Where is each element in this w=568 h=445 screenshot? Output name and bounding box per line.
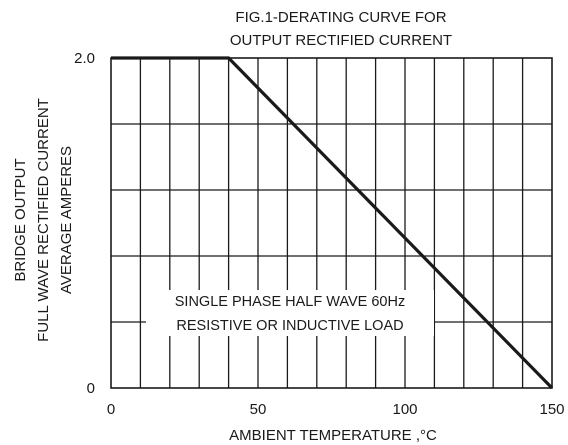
y-tick-label: 0 (87, 380, 95, 397)
annotation: SINGLE PHASE HALF WAVE 60Hz RESISTIVE OR… (146, 290, 434, 336)
x-tick-label: 100 (392, 401, 417, 418)
annotation-line-1: SINGLE PHASE HALF WAVE 60Hz (175, 294, 405, 310)
x-tick-label: 0 (107, 401, 115, 418)
annotation-background (146, 290, 434, 336)
x-tick-label: 150 (539, 401, 564, 418)
y-tick-label: 2.0 (74, 50, 95, 67)
y-axis-label-line-3: AVERAGE AMPERES (58, 146, 75, 294)
y-axis-label-line-1: BRIDGE OUTPUT (12, 158, 29, 281)
x-axis-label: AMBIENT TEMPERATURE ,°C (229, 427, 437, 444)
grid (111, 58, 552, 388)
tick-labels: 0 50 100 150 0 2.0 (74, 50, 564, 418)
x-tick-label: 50 (250, 401, 267, 418)
y-axis-label-line-2: FULL WAVE RECTIFIED CURRENT (35, 98, 52, 342)
annotation-line-2: RESISTIVE OR INDUCTIVE LOAD (176, 318, 403, 334)
plot-frame (110, 57, 553, 389)
chart-title-line-1: FIG.1-DERATING CURVE FOR (235, 9, 446, 26)
derating-curve-line (111, 56, 554, 390)
chart-title-line-2: OUTPUT RECTIFIED CURRENT (230, 32, 452, 49)
